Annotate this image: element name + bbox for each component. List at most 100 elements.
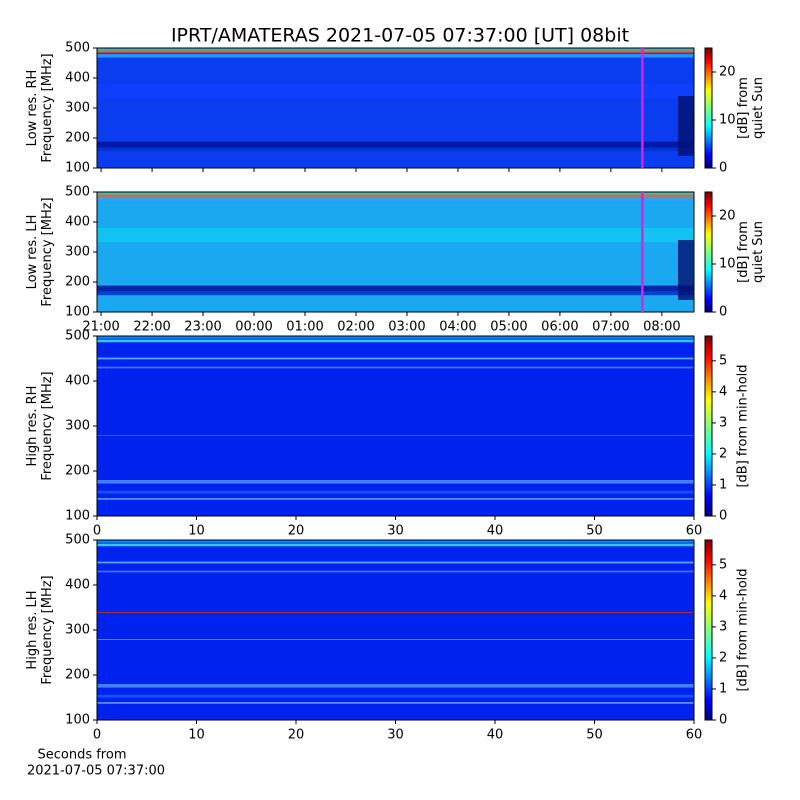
y-axis-label: High res. RH (25, 386, 40, 467)
spectrogram-band (97, 490, 694, 494)
x-tick-label: 05:00 (490, 320, 527, 335)
x-tick-label: 01:00 (286, 320, 323, 335)
y-tick-label: 400 (65, 578, 90, 593)
x-tick-label: 10 (188, 524, 205, 539)
y-axis-label: High res. LH (25, 590, 40, 669)
y-tick-label: 100 (65, 161, 90, 176)
spectrogram-band (678, 240, 694, 300)
colorbar-tick-label: 3 (719, 415, 727, 430)
colorbar-tick-label: 1 (719, 477, 727, 492)
x-tick-label: 23:00 (184, 320, 221, 335)
x-tick-label: 21:00 (82, 320, 119, 335)
spectrogram-band (97, 366, 694, 369)
x-tick-label: 60 (686, 728, 703, 743)
colorbar-tick-label: 4 (719, 384, 727, 399)
y-tick-label: 500 (65, 329, 90, 344)
y-tick-label: 300 (65, 623, 90, 638)
y-tick-label: 100 (65, 713, 90, 728)
spectrogram-band (97, 339, 694, 343)
colorbar-label: quiet Sun (751, 221, 766, 283)
colorbar-label: [dB] from min-hold (736, 364, 751, 487)
y-tick-label: 400 (65, 374, 90, 389)
y-axis-label: Frequency [MHz] (40, 53, 55, 162)
spectrogram-band (97, 639, 694, 640)
y-axis-label: Frequency [MHz] (40, 197, 55, 306)
colorbar (704, 335, 713, 517)
spectrogram-band (97, 48, 694, 52)
spectrogram-band (97, 194, 694, 197)
colorbar (704, 191, 713, 313)
spectrogram-band (97, 291, 694, 296)
x-tick-label: 50 (586, 728, 603, 743)
spectrogram-band (97, 694, 694, 698)
colorbar-tick-label: 0 (719, 509, 727, 524)
spectrogram-band (97, 498, 694, 500)
colorbar-tick-label: 1 (719, 681, 727, 696)
x-tick-label: 22:00 (133, 320, 170, 335)
colorbar-label: quiet Sun (751, 77, 766, 139)
spectrogram-band (97, 570, 694, 573)
colorbar (704, 47, 713, 169)
x-tick-label: 50 (586, 524, 603, 539)
spectrogram (97, 540, 694, 720)
spectrogram-band (97, 228, 694, 243)
y-tick-label: 500 (65, 185, 90, 200)
y-tick-label: 200 (65, 464, 90, 479)
colorbar-label: [dB] from (736, 221, 751, 283)
spectrogram-band (97, 540, 694, 543)
y-tick-label: 200 (65, 131, 90, 146)
spectrogram-band (97, 50, 694, 53)
x-tick-label: 0 (93, 524, 101, 539)
y-axis-label: Low res. LH (25, 215, 40, 290)
y-tick-label: 100 (65, 305, 90, 320)
x-tick-label: 10 (188, 728, 205, 743)
x-tick-label: 06:00 (541, 320, 578, 335)
spectrogram-band (97, 543, 694, 547)
spectrogram-band (97, 192, 694, 196)
colorbar-tick-label: 0 (719, 305, 727, 320)
colorbar (704, 539, 713, 721)
y-tick-label: 500 (65, 41, 90, 56)
x-tick-label: 03:00 (388, 320, 425, 335)
spectrogram-band (97, 147, 694, 152)
x-tick-label: 20 (288, 728, 305, 743)
x-tick-label: 00:00 (235, 320, 272, 335)
x-tick-label: 30 (387, 728, 404, 743)
spectrogram-band (97, 612, 694, 614)
colorbar-tick-label: 10 (719, 257, 736, 272)
y-tick-label: 200 (65, 275, 90, 290)
y-tick-label: 400 (65, 71, 90, 86)
spectrogram-band (97, 54, 694, 58)
spectrogram-band (97, 141, 694, 148)
x-axis-label: Seconds from (37, 748, 126, 763)
x-tick-label: 08:00 (643, 320, 680, 335)
y-tick-label: 500 (65, 533, 90, 548)
colorbar-tick-label: 5 (719, 557, 727, 572)
colorbar-label: [dB] from min-hold (736, 568, 751, 691)
title: IPRT/AMATERAS 2021-07-05 07:37:00 [UT] 0… (171, 25, 629, 47)
y-axis-label: Frequency [MHz] (40, 575, 55, 684)
x-tick-label: 07:00 (592, 320, 629, 335)
spectrogram-band (97, 198, 694, 202)
y-axis-label: Low res. RH (25, 70, 40, 147)
spectrogram-band (97, 435, 694, 436)
x-tick-label: 0 (93, 728, 101, 743)
spectrogram-band (97, 684, 694, 688)
colorbar-tick-label: 0 (719, 713, 727, 728)
x-tick-label: 40 (487, 524, 504, 539)
y-axis-label: Frequency [MHz] (40, 371, 55, 480)
x-tick-label: 30 (387, 524, 404, 539)
spectrogram-band (678, 96, 694, 156)
spectrogram-band (97, 357, 694, 360)
colorbar-tick-label: 3 (719, 619, 727, 634)
y-tick-label: 200 (65, 668, 90, 683)
spectrogram-band (97, 480, 694, 484)
colorbar-label: [dB] from (736, 77, 751, 139)
y-tick-label: 300 (65, 101, 90, 116)
spectrogram (97, 336, 694, 516)
x-tick-label: 40 (487, 728, 504, 743)
y-tick-label: 300 (65, 245, 90, 260)
y-tick-label: 300 (65, 419, 90, 434)
x-tick-label: 60 (686, 524, 703, 539)
